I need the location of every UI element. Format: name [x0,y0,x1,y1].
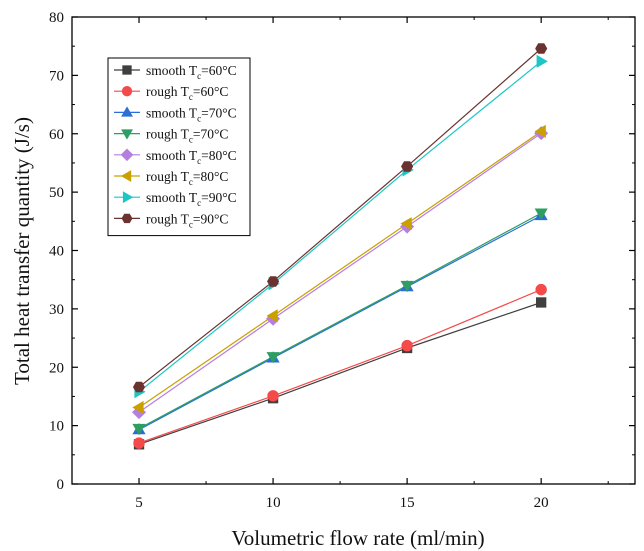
data-point [535,43,548,54]
x-tick-label: 5 [135,495,143,511]
data-point [266,352,280,364]
data-point [536,297,547,308]
y-tick-label: 50 [49,185,64,201]
y-tick-label: 80 [49,10,64,26]
data-point [133,437,145,449]
legend-box [107,57,251,237]
y-tick-label: 10 [49,419,64,435]
series-line-8 [138,48,542,388]
y-tick-label: 70 [49,68,64,84]
y-tick-label: 20 [49,360,64,376]
legend-marker [121,86,133,97]
legend-label: rough Tc=70°C [146,127,228,145]
axes: 0 10 20 30 40 50 60 70 80 5 10 15 20 [49,10,636,511]
data-point [132,381,146,393]
data-point [400,217,412,231]
series-line-3 [138,214,542,431]
legend-marker [121,106,133,117]
data-point [536,54,548,68]
data-point [401,339,413,352]
series-line-5 [138,132,542,413]
x-tick-label: 10 [266,495,281,511]
data-point [267,276,280,287]
data-point [132,400,144,415]
legend-marker [121,170,132,182]
legend-marker [121,213,133,224]
x-tick-label: 15 [400,495,415,511]
legend-marker [122,65,132,75]
y-tick-label: 0 [57,477,65,493]
legend-marker [121,129,133,140]
data-point [534,208,548,220]
y-tick-label: 60 [49,127,64,143]
legend-label: rough Tc=60°C [146,84,228,102]
y-tick-label: 30 [49,302,64,318]
legend-label: smooth Tc=80°C [146,148,237,166]
legend-label: rough Tc=80°C [146,169,228,187]
series-line-4 [138,212,542,430]
series-line-7 [138,60,542,393]
x-axis-title: Volumetric flow rate (ml/min) [231,526,484,550]
legend-marker [120,148,134,162]
y-tick-label: 40 [49,244,64,260]
series-line-6 [138,130,542,408]
legend-label: smooth Tc=60°C [146,63,237,81]
legend-marker [122,191,134,204]
legend: smooth Tc=60°C rough Tc=60°C smooth Tc=70°… [107,57,251,237]
series-markers [132,43,549,450]
legend-label: smooth Tc=90°C [146,190,237,208]
data-point [534,124,546,138]
data-point [132,423,146,436]
data-point [401,161,414,172]
legend-label: smooth Tc=70°C [146,105,237,123]
y-axis-title: Total heat transfer quantity (J/s) [10,117,34,385]
series-line-1 [138,301,542,445]
data-point [267,390,279,402]
data-point [535,283,547,296]
data-point [400,280,414,293]
data-point [266,309,278,323]
legend-label: rough Tc=90°C [146,211,228,229]
series-lines [138,48,542,445]
series-line-2 [138,289,542,444]
x-tick-label: 20 [534,495,549,511]
